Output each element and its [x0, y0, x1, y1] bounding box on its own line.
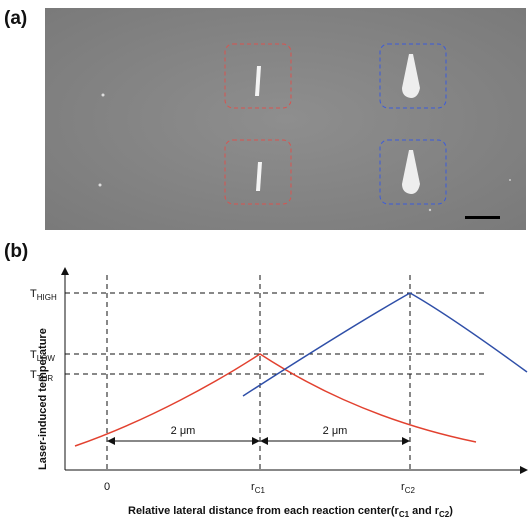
axis-label: 0 — [104, 481, 110, 493]
label-base: 0 — [104, 481, 110, 493]
panel-label: (b) — [4, 241, 28, 262]
title-part: and r — [409, 505, 440, 517]
label-subscript: C1 — [255, 486, 266, 495]
axis-label: rC1 — [251, 481, 265, 495]
title-part: ) — [449, 505, 453, 517]
label-subscript: HIGH — [37, 293, 57, 302]
label-subscript: C2 — [405, 486, 416, 495]
spacing-label: 2 μm — [323, 425, 348, 437]
spacing-label: 2 μm — [171, 425, 196, 437]
figure: (a) (b) Laser-induced temperature THIGH T… — [0, 0, 531, 521]
title-subscript: C1 — [399, 510, 410, 519]
title-subscript: C2 — [439, 510, 450, 519]
sem-image — [45, 8, 526, 230]
schematic-plot — [65, 268, 527, 470]
axis-label: THIGH — [30, 288, 57, 302]
label-subscript: THR — [37, 374, 54, 383]
page: {"panel_a": {"label": "(a)"}, "panel_b":… — [0, 0, 531, 521]
x-axis-title: Relative lateral distance from each reac… — [128, 505, 453, 519]
label-subscript: LOW — [37, 354, 56, 363]
y-axis-title: Laser-induced temperature — [37, 328, 49, 470]
axis-label: rC2 — [401, 481, 415, 495]
title-part: Relative lateral distance from each reac… — [128, 505, 400, 517]
panel-label: (a) — [4, 8, 27, 29]
